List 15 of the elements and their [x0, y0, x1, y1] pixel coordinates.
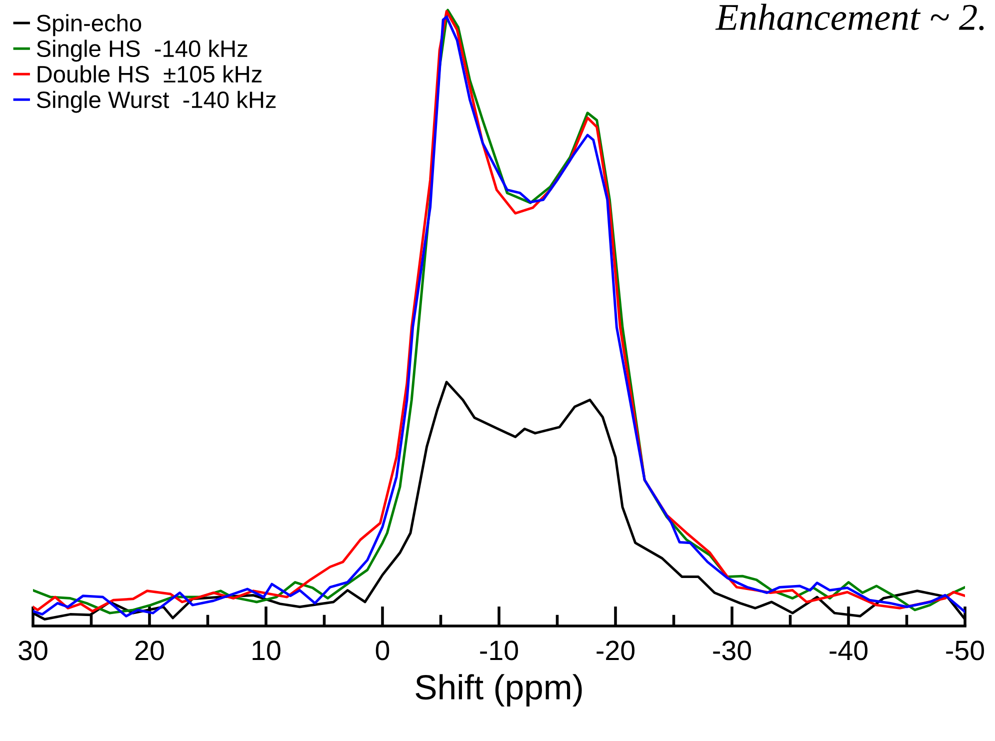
x-tick-label: 10	[252, 640, 280, 660]
legend-label: Spin-echo	[36, 14, 142, 36]
legend-label: Double HS ±105 kHz	[38, 65, 262, 83]
x-axis-title: Shift (ppm)	[416, 674, 582, 706]
legend-label: Single Wurst -140 kHz	[36, 90, 276, 113]
x-tick-label: -40	[830, 640, 868, 660]
x-tick-label: 20	[135, 640, 164, 660]
x-tick-label: -50	[946, 640, 984, 660]
x-tick-label: 30	[18, 640, 48, 660]
x-tick-label: -30	[713, 640, 751, 660]
legend-label: Single HS -140 kHz	[36, 40, 248, 62]
x-tick-label: -20	[596, 640, 634, 660]
annotation: Enhancement ~ 2.	[715, 4, 984, 30]
x-tick-label: -10	[480, 640, 518, 660]
x-tick-label: 0	[376, 640, 390, 660]
